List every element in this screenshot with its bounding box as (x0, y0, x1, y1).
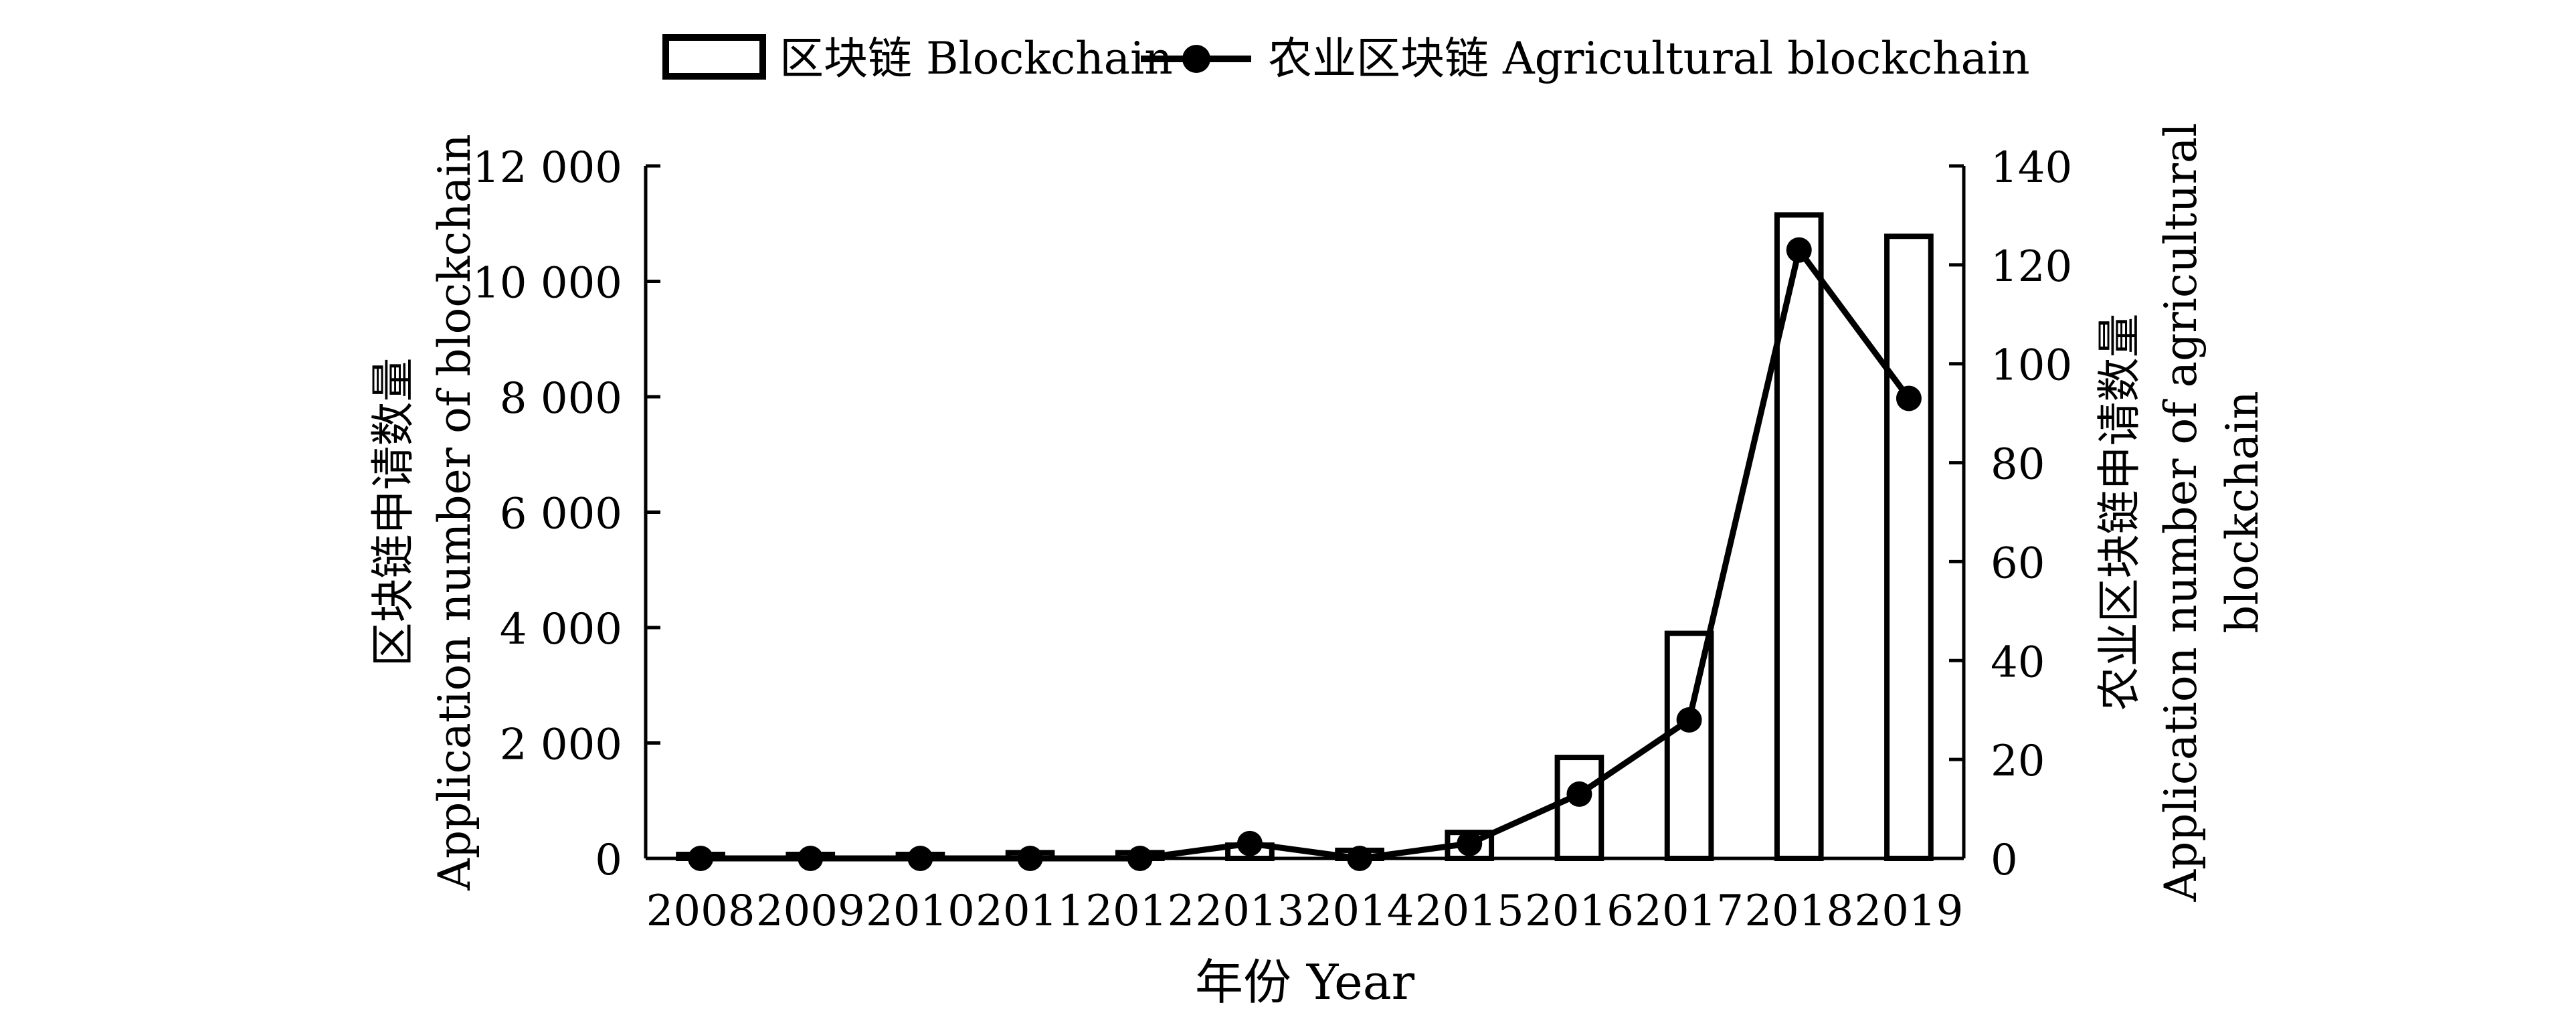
right-tick-label: 0 (1991, 836, 2018, 885)
right-tick-label: 120 (1991, 242, 2072, 292)
left-axis-title: 区块链申请数量 Application number of blockchain (367, 134, 480, 891)
left-tick-label: 4 000 (500, 605, 622, 654)
x-tick-label: 2013 (1195, 886, 1304, 936)
right-tick-label: 80 (1991, 440, 2045, 490)
x-tick-label: 2010 (866, 886, 975, 936)
legend-line-label: 农业区块链 Agricultural blockchain (1268, 33, 2030, 84)
point-2015 (1457, 830, 1483, 856)
x-tick-label: 2018 (1744, 886, 1853, 936)
right-tick-label: 20 (1991, 737, 2045, 786)
x-tick-label: 2008 (646, 886, 755, 936)
right-tick-label: 60 (1991, 539, 2045, 588)
right-axis-title-line: 农业区块链申请数量 (2094, 314, 2145, 711)
right-axis-title-line: Application number of agricultural (2155, 123, 2207, 903)
bar-series (676, 212, 1934, 862)
left-axis-title-line: 区块链申请数量 (367, 358, 419, 667)
agricultural-line (701, 247, 1912, 862)
x-axis-title: 年份 Year (1195, 954, 1415, 1010)
left-tick-label: 2 000 (500, 721, 622, 770)
x-tick-label: 2014 (1305, 886, 1414, 936)
line-series (688, 237, 1922, 871)
x-tick-label: 2019 (1854, 886, 1963, 936)
left-tick-label: 12 000 (472, 143, 622, 193)
point-2013 (1236, 830, 1263, 856)
right-tick-label: 40 (1991, 638, 2045, 687)
right-tick-label: 100 (1991, 341, 2072, 391)
left-tick-label: 6 000 (500, 490, 622, 539)
point-2017 (1676, 707, 1702, 733)
point-2016 (1566, 781, 1592, 807)
point-2018 (1786, 237, 1812, 263)
left-axis-title-line: Application number of blockchain (429, 134, 480, 891)
axes: 0 2 000 4 000 6 000 8 000 10 000 12 000 0 20 40 60… (472, 143, 2072, 936)
x-tick-label: 2016 (1525, 886, 1634, 936)
x-tick-label: 2015 (1415, 886, 1524, 936)
x-tick-label: 2011 (976, 886, 1085, 936)
point-2019 (1896, 385, 1922, 411)
bar-2016 (1554, 755, 1604, 861)
legend-bar-swatch (662, 34, 766, 80)
bar-2017 (1664, 630, 1714, 861)
left-tick-label: 8 000 (500, 374, 622, 424)
x-tick-label: 2012 (1085, 886, 1194, 936)
left-tick-label: 0 (595, 836, 622, 885)
x-tick-label: 2009 (756, 886, 865, 936)
bar-2019 (1884, 234, 1934, 862)
right-axis-title-line: blockchain (2217, 391, 2268, 633)
right-axis-title: 农业区块链申请数量 Application number of agricultu… (2094, 123, 2268, 903)
legend-line-marker (1182, 45, 1210, 73)
axis-labels: 年份 Year 区块链申请数量 Application number of bloc… (367, 123, 2268, 1011)
x-tick-label: 2017 (1635, 886, 1744, 936)
right-tick-label: 140 (1991, 143, 2072, 193)
legend-bar-label: 区块链 Blockchain (779, 33, 1173, 84)
left-tick-label: 10 000 (472, 259, 622, 308)
legend: 区块链 Blockchain 农业区块链 Agricultural blockch… (662, 33, 2030, 84)
